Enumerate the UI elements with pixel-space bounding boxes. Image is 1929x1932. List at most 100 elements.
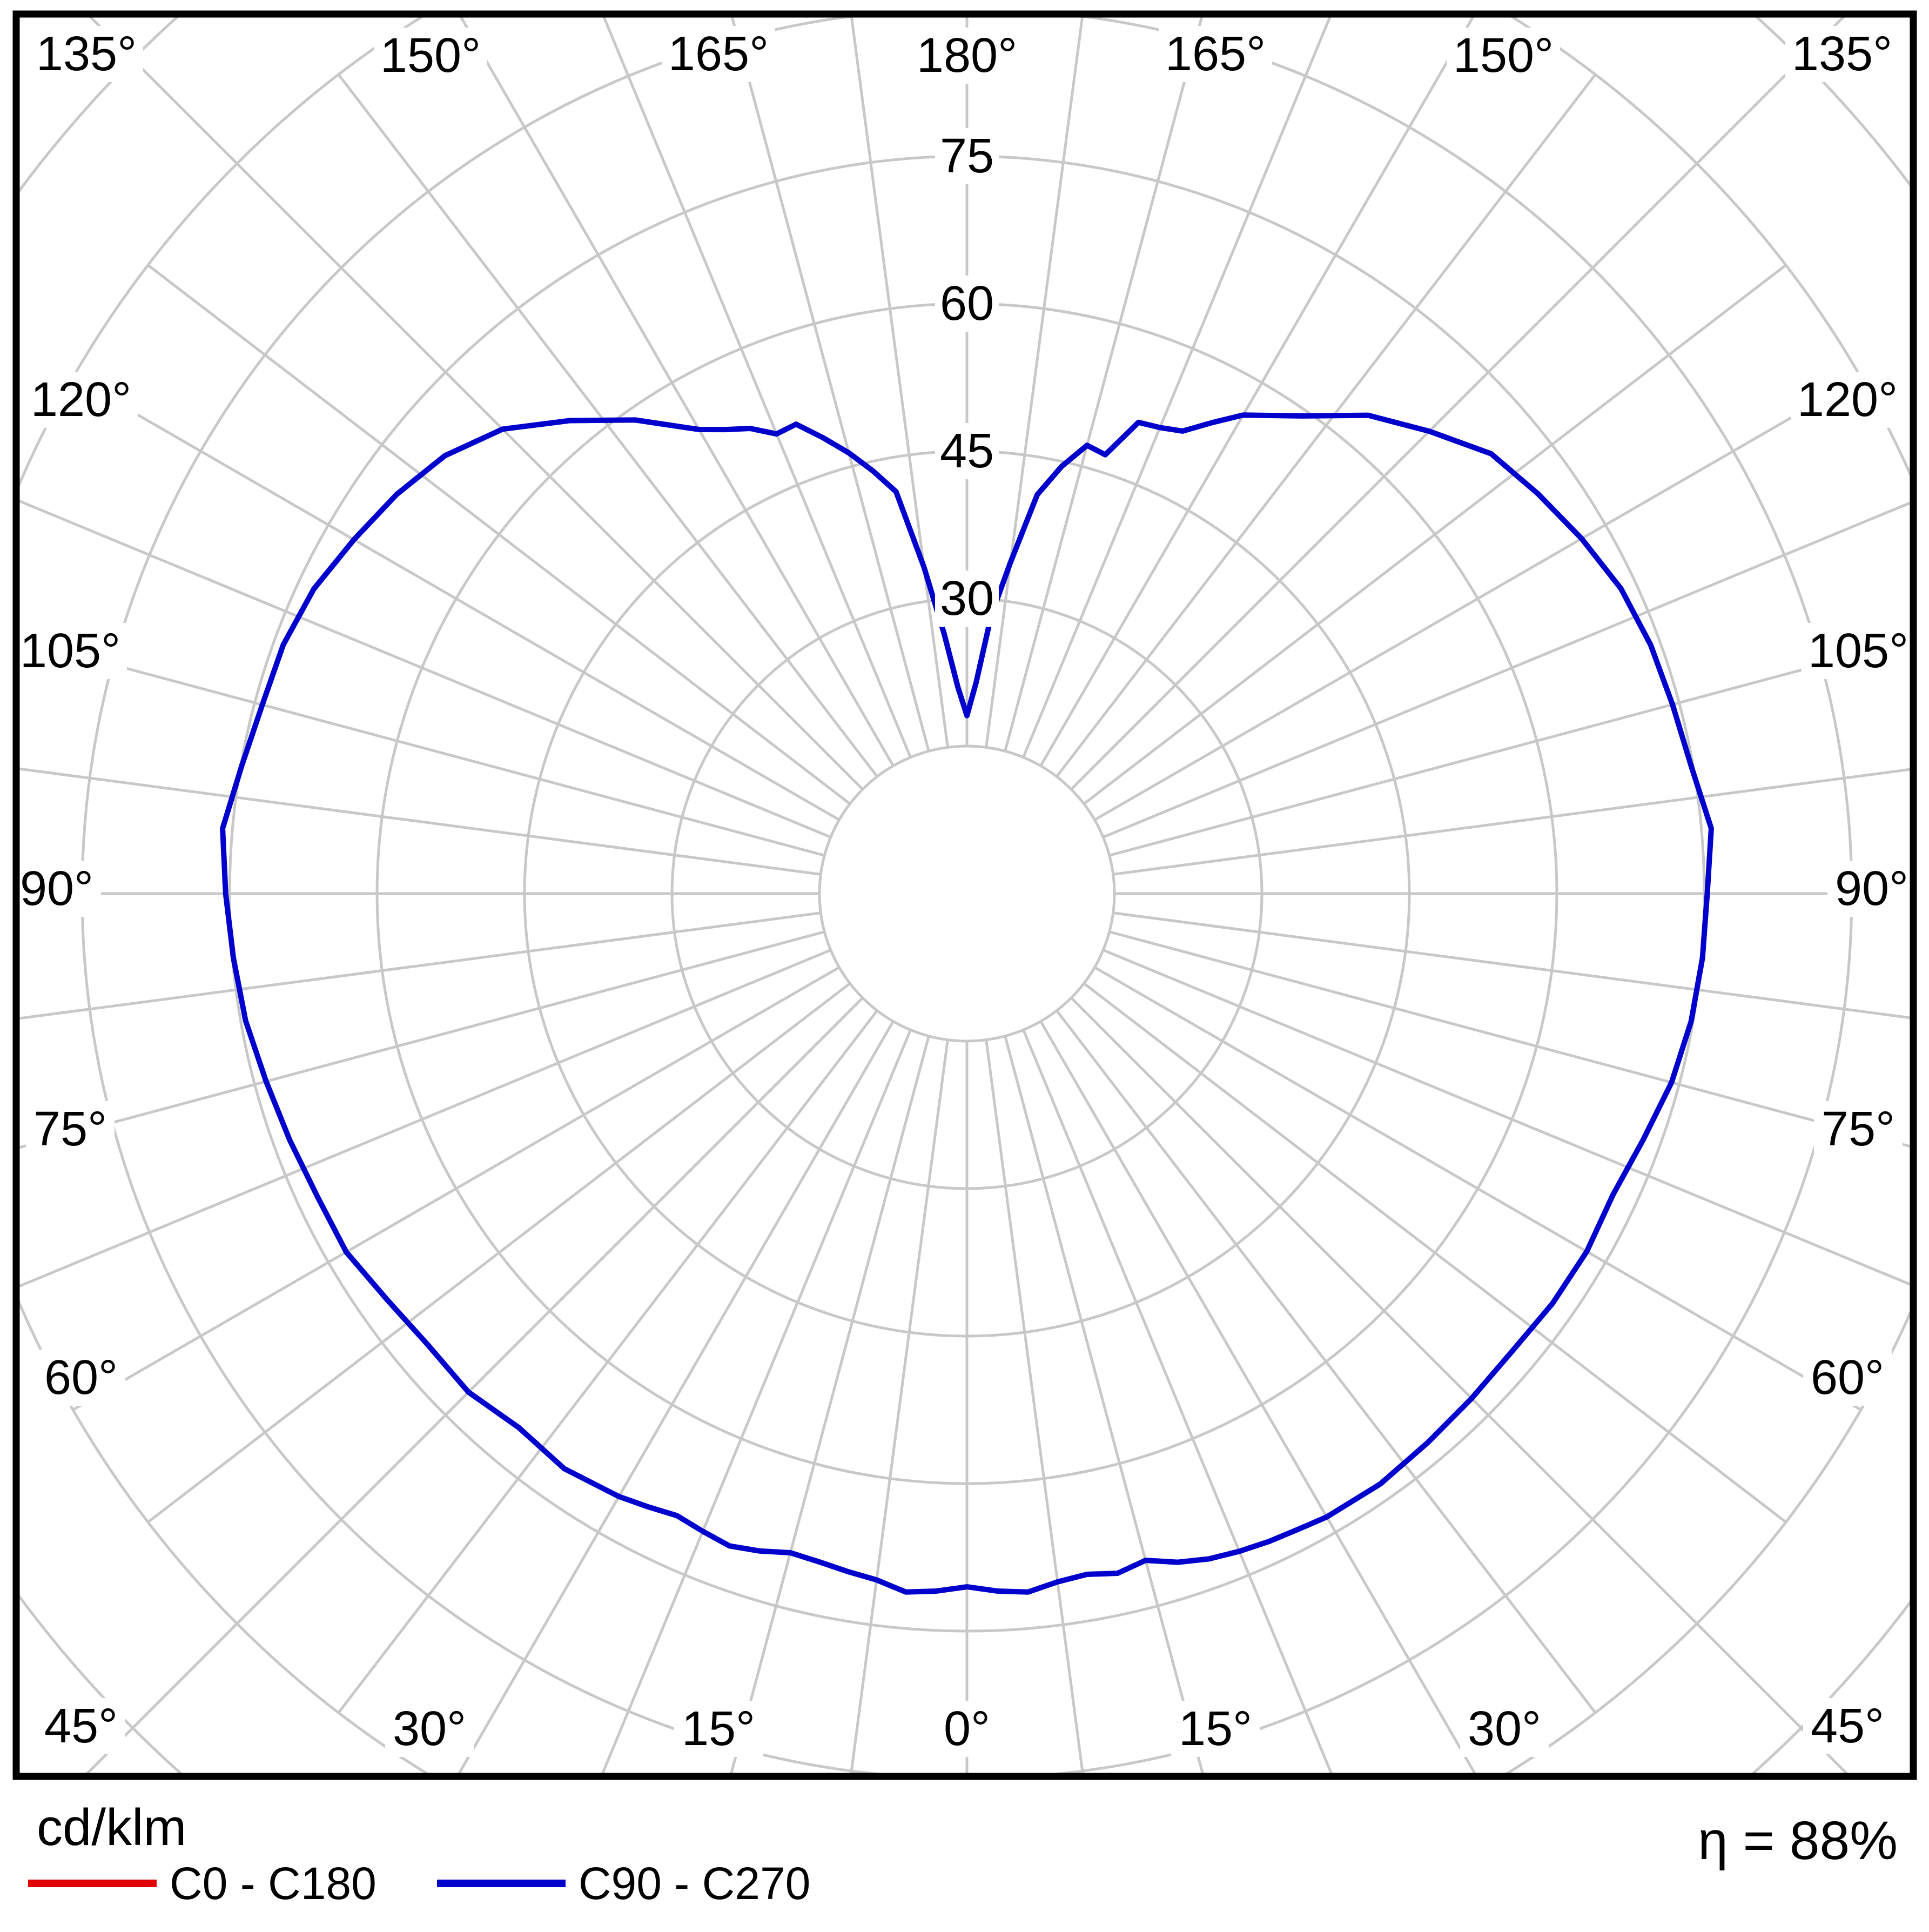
grid-spoke [147, 982, 851, 1524]
grid-spoke [147, 264, 851, 805]
angle-label: 120° [31, 373, 131, 427]
radial-label: 75 [940, 129, 994, 183]
angle-label: 150° [1453, 29, 1554, 83]
grid-spoke [19, 911, 821, 1020]
angle-label-bg [1827, 861, 1916, 917]
curve-c90-c270 [220, 412, 1714, 1595]
angle-label: 90° [1835, 862, 1908, 916]
angle-label: 60° [44, 1351, 118, 1405]
angle-label: 165° [668, 27, 769, 81]
radial-label-bg [935, 128, 999, 184]
angle-label-bg [1791, 372, 1904, 428]
angle-label-bg [1802, 623, 1915, 679]
angle-label: 15° [1179, 1702, 1252, 1756]
grid-spoke [459, 17, 895, 767]
grid-spoke [1022, 1029, 1333, 1773]
grid-spoke [1094, 966, 1862, 1411]
angle-label-bg [1803, 1350, 1892, 1406]
grid-spoke [1113, 911, 1910, 1019]
angle-label: 30° [393, 1702, 466, 1756]
legend-item-c0-c180: C0 - C180 [28, 1859, 377, 1908]
angle-label-bg [674, 1701, 763, 1757]
radial-label: 60 [940, 277, 994, 331]
angle-label-bg [1785, 26, 1899, 82]
grid-spoke [601, 1029, 912, 1773]
angle-label-bg [1803, 1698, 1892, 1754]
legend-label-c90-c270: C90 - C270 [578, 1858, 811, 1909]
angle-label: 105° [20, 624, 120, 678]
angle-label: 180° [917, 29, 1017, 83]
angle-label-bg [1460, 1701, 1549, 1757]
radial-label-bg [935, 571, 999, 627]
angle-label-bg [37, 1698, 125, 1754]
angle-label: 75° [1822, 1102, 1895, 1156]
angle-label: 150° [380, 29, 481, 83]
grid-spoke [1103, 501, 1910, 838]
legend-line-c90-c270-icon [436, 1880, 566, 1888]
grid-spoke [1056, 1010, 1597, 1714]
grid-spoke [1103, 949, 1910, 1286]
angle-label: 15° [682, 1702, 755, 1756]
angle-label-bg [910, 28, 1024, 84]
grid-spoke [1056, 73, 1597, 777]
grid-spoke [985, 17, 1084, 748]
angle-label: 90° [20, 862, 93, 916]
grid-spoke [19, 499, 831, 838]
grid-spoke [1039, 1021, 1476, 1773]
grid-spoke [1039, 17, 1475, 767]
grid-spoke [1094, 376, 1862, 821]
angle-label: 30° [1468, 1702, 1541, 1756]
grid-spoke [72, 376, 840, 821]
grid-spoke [985, 1039, 1084, 1773]
grid-spoke [337, 1010, 878, 1714]
grid-spoke [602, 17, 912, 758]
grid-spoke [72, 966, 840, 1411]
radial-label-bg [935, 276, 999, 332]
angle-label: 60° [1811, 1351, 1884, 1405]
angle-label: 135° [36, 27, 137, 81]
axis-labels: 30 45 60 75 0° 15° 15° 30° 30° 45° 45° 60° 60° 75° 75°… [12, 26, 1916, 1757]
angle-label-bg [1171, 1701, 1260, 1757]
efficiency-label: η = 88% [1698, 1810, 1898, 1871]
grid-spoke [1022, 17, 1332, 758]
angle-label-bg [1159, 26, 1272, 82]
grid-spoke [337, 73, 878, 777]
angle-label: 165° [1165, 27, 1266, 81]
angle-label-bg [374, 28, 487, 84]
angle-label-bg [385, 1701, 474, 1757]
grid-spoke [850, 1039, 949, 1773]
angle-label-bg [24, 372, 138, 428]
angle-label: 45° [1811, 1699, 1884, 1753]
legend-label-c0-c180: C0 - C180 [170, 1858, 377, 1909]
angle-label: 135° [1792, 27, 1892, 81]
angle-label: 45° [44, 1699, 118, 1753]
plot-border [12, 10, 1917, 1780]
angle-label-bg [37, 1350, 125, 1406]
angle-label: 0° [944, 1702, 990, 1756]
angle-label: 75° [33, 1102, 107, 1156]
angle-label-bg [1814, 1101, 1903, 1157]
grid-spoke [1083, 982, 1787, 1524]
angle-label-bg [14, 623, 127, 679]
angle-label: 120° [1797, 373, 1898, 427]
grid-spoke [458, 1021, 895, 1773]
angle-label: 105° [1808, 624, 1908, 678]
angle-label-bg [662, 26, 775, 82]
radial-label: 45 [940, 424, 994, 478]
angle-label-bg [26, 1101, 115, 1157]
grid-spoke [19, 767, 821, 876]
unit-label: cd/klm [37, 1799, 187, 1856]
legend-line-c0-c180-icon [28, 1880, 157, 1888]
grid-spoke [1113, 768, 1910, 876]
grid-spoke [1083, 264, 1787, 805]
angle-label-bg [1447, 28, 1560, 84]
radial-label: 30 [940, 572, 994, 626]
radial-label-bg [935, 423, 999, 479]
angle-label-bg [935, 1701, 999, 1757]
grid-spoke [19, 949, 831, 1288]
angle-label-bg [12, 861, 101, 917]
legend: C0 - C180 C90 - C270 [28, 1859, 810, 1908]
grid-spoke [850, 17, 949, 748]
